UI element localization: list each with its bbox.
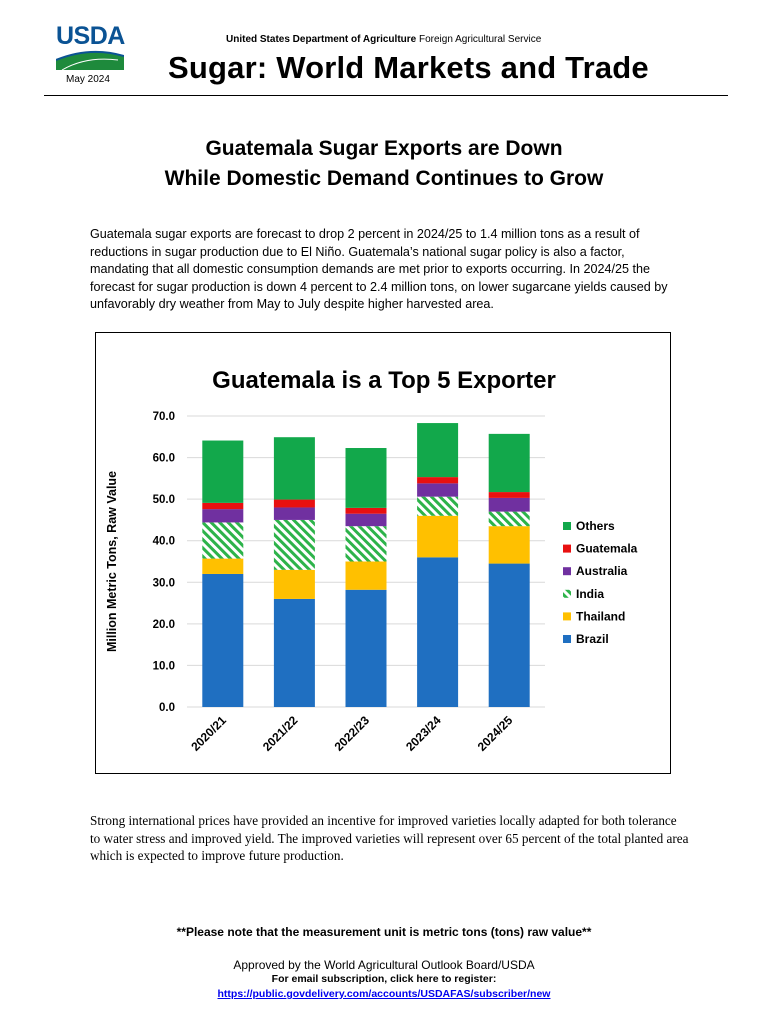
bar-segment-brazil — [488, 563, 530, 707]
bar-segment-india — [273, 519, 315, 570]
header-divider — [44, 95, 728, 96]
legend-swatch-guatemala — [563, 544, 571, 553]
subscription-line: For email subscription, click here to re… — [271, 973, 497, 985]
bar-segment-thailand — [488, 526, 530, 564]
bar-segment-thailand — [417, 515, 459, 558]
agency-service: Foreign Agricultural Service — [416, 34, 542, 45]
legend-swatch-australia — [563, 567, 571, 576]
headline: Guatemala Sugar Exports are Down While D… — [0, 134, 768, 194]
bar-segment-guatemala — [202, 502, 244, 510]
bar-segment-others — [273, 437, 315, 500]
bar-segment-others — [417, 423, 459, 478]
bar-segment-guatemala — [488, 492, 530, 498]
legend-swatch-india — [563, 589, 571, 598]
intro-paragraph: Guatemala sugar exports are forecast to … — [90, 227, 668, 311]
bar-segment-thailand — [202, 558, 244, 574]
y-tick-label: 50.0 — [153, 494, 175, 506]
y-tick-label: 0.0 — [159, 702, 175, 714]
bar-segment-guatemala — [273, 499, 315, 508]
chart-svg: Guatemala is a Top 5 Exporter 0.0 10.0 20.… — [105, 367, 638, 754]
y-tick-label: 10.0 — [153, 660, 175, 672]
y-tick-label: 30.0 — [153, 577, 175, 589]
bar-segment-brazil — [417, 557, 459, 707]
bar-segment-australia — [345, 513, 387, 527]
bar-segment-thailand — [345, 561, 387, 590]
bar-segment-others — [488, 433, 530, 493]
legend-swatch-thailand — [563, 612, 571, 621]
usda-logo: USDA — [56, 22, 126, 72]
bar-segment-australia — [202, 509, 244, 523]
chart-legend: Others Guatemala Australia India Thailand Bra… — [563, 519, 638, 646]
exporter-chart: Guatemala is a Top 5 Exporter 0.0 10.0 20.… — [95, 332, 671, 774]
publication-date: May 2024 — [66, 74, 110, 85]
usda-logo-field-icon — [56, 50, 124, 70]
x-tick-label: 2021/22 — [260, 713, 301, 754]
bar-segment-brazil — [273, 598, 315, 707]
measurement-note: **Please note that the measurement unit … — [176, 925, 592, 939]
legend-swatch-brazil — [563, 635, 571, 643]
y-axis-label: Million Metric Tons, Raw Value — [105, 471, 119, 652]
bar-stack — [417, 423, 459, 707]
y-tick-label: 20.0 — [153, 619, 175, 631]
headline-line-2: While Domestic Demand Continues to Grow — [164, 167, 604, 190]
legend-swatch-others — [563, 522, 571, 530]
legend-label-guatemala: Guatemala — [576, 542, 638, 556]
x-tick-label: 2023/24 — [403, 713, 444, 754]
usda-logo-text: USDA — [56, 22, 125, 50]
bar-segment-australia — [273, 507, 315, 520]
footer: Approved by the World Agricultural Outlo… — [0, 958, 768, 1001]
bar-segment-india — [345, 526, 387, 562]
y-tick-label: 40.0 — [153, 536, 175, 548]
agency-line: United States Department of Agriculture … — [226, 34, 541, 45]
bar-segment-australia — [488, 497, 530, 512]
legend-label-brazil: Brazil — [576, 632, 609, 646]
bar-segment-brazil — [202, 573, 244, 707]
body-paragraph: Strong international prices have provide… — [90, 813, 689, 863]
approval-line: Approved by the World Agricultural Outlo… — [233, 958, 535, 972]
bar-stack — [202, 440, 244, 707]
legend-label-others: Others — [576, 519, 615, 533]
bar-segment-india — [417, 496, 459, 516]
document-title: Sugar: World Markets and Trade — [168, 50, 649, 85]
bar-segment-guatemala — [417, 477, 459, 484]
legend-label-india: India — [576, 587, 604, 601]
legend-label-australia: Australia — [576, 564, 628, 578]
x-axis-ticks: 2020/21 2021/22 2022/23 2023/24 2024/25 — [188, 713, 515, 754]
headline-line-1: Guatemala Sugar Exports are Down — [205, 137, 563, 160]
bar-segment-others — [345, 448, 387, 508]
chart-title: Guatemala is a Top 5 Exporter — [212, 367, 556, 394]
bar-stack — [488, 433, 530, 707]
bar-segment-guatemala — [345, 507, 387, 514]
agency-name: United States Department of Agriculture — [226, 34, 417, 45]
x-tick-label: 2022/23 — [332, 713, 373, 754]
y-axis-ticks: 0.0 10.0 20.0 30.0 40.0 50.0 60.0 70.0 — [153, 411, 175, 714]
bar-stack — [273, 437, 315, 707]
bar-segment-others — [202, 440, 244, 503]
bar-stack — [345, 448, 387, 707]
legend-label-thailand: Thailand — [576, 609, 625, 623]
bar-segment-australia — [417, 483, 459, 497]
bar-segment-thailand — [273, 569, 315, 599]
chart-bars — [202, 423, 530, 707]
bar-segment-brazil — [345, 589, 387, 707]
subscription-link[interactable]: https://public.govdelivery.com/accounts/… — [217, 988, 551, 1000]
bar-segment-india — [488, 511, 530, 527]
x-tick-label: 2024/25 — [475, 713, 516, 754]
bar-segment-india — [202, 522, 244, 559]
x-tick-label: 2020/21 — [188, 713, 229, 754]
y-tick-label: 60.0 — [153, 453, 175, 465]
y-tick-label: 70.0 — [153, 411, 175, 423]
